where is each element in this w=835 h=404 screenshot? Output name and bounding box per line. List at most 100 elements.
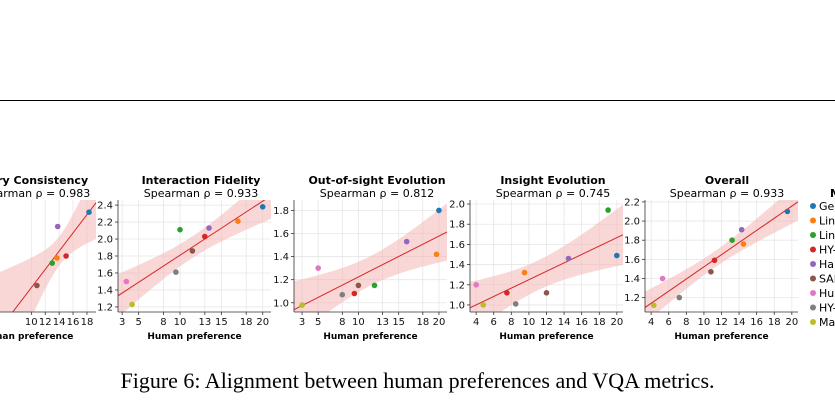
x-tick-label: 10 <box>523 317 536 328</box>
x-tick-label: 10 <box>698 317 711 328</box>
data-point <box>403 238 410 245</box>
data-point <box>436 207 442 214</box>
data-point <box>235 218 241 224</box>
data-point <box>315 265 322 271</box>
x-tick-label: 18 <box>240 317 253 328</box>
data-point <box>480 302 487 308</box>
legend-marker <box>810 232 816 238</box>
data-point <box>49 260 55 266</box>
y-tick-label: 1.0 <box>273 298 289 309</box>
data-point <box>565 255 572 262</box>
legend-marker <box>810 275 816 282</box>
data-point <box>711 257 718 264</box>
legend: MGerLingLingHY-HapSANHunHY-Mat <box>810 187 835 329</box>
x-tick-label: 8 <box>508 317 514 328</box>
regression-line <box>294 231 447 311</box>
top-rule <box>0 100 835 101</box>
x-tick-label: 20 <box>785 317 798 328</box>
x-tick-label: 3 <box>119 317 125 328</box>
x-tick-label: 6 <box>491 317 497 328</box>
chart-panel-4: 4 6 8 10 12 14 16 18 20 1.0 1.2 1.4 1.6 1.8 2.0 Insight… <box>449 174 623 342</box>
y-tick-label: 1.0 <box>449 300 465 311</box>
legend-title: M <box>830 187 835 200</box>
regression-line <box>12 202 96 312</box>
data-point <box>86 209 92 215</box>
chart-title: try Consistency <box>0 174 88 187</box>
data-point <box>614 252 620 259</box>
y-tick-label: 1.4 <box>624 274 640 285</box>
data-point <box>605 207 611 213</box>
x-tick-label: 12 <box>715 317 728 328</box>
chart-title: Out-of-sight Evolution <box>308 174 445 187</box>
data-point <box>189 248 196 254</box>
y-tick-label: 1.8 <box>449 220 465 231</box>
chart-panel-5: 4 6 8 10 12 14 16 18 20 1.2 1.4 1.6 1.8 2.0 2.2 Overall… <box>624 174 798 342</box>
x-tick-label: 18 <box>81 317 94 328</box>
data-point <box>63 253 69 259</box>
data-point <box>740 241 747 247</box>
x-tick-label: 20 <box>256 317 269 328</box>
legend-label: Mat <box>819 316 835 329</box>
y-tick-label: 1.4 <box>449 260 465 271</box>
data-point <box>708 269 714 275</box>
x-tick-label: 16 <box>67 317 80 328</box>
x-tick-label: 8 <box>683 317 689 328</box>
y-tick-label: 1.6 <box>449 240 465 251</box>
x-axis-label: uman preference <box>0 332 73 342</box>
x-tick-label: 4 <box>648 317 654 328</box>
x-tick-label: 16 <box>750 317 763 328</box>
y-tick-label: 1.2 <box>624 293 640 304</box>
data-point <box>206 225 212 231</box>
data-point <box>651 302 657 309</box>
legend-marker <box>810 203 816 209</box>
legend-label: Hap <box>819 258 835 271</box>
legend-label: SAN <box>819 273 835 286</box>
legend-label: Ling <box>819 229 835 242</box>
legend-marker <box>810 304 816 311</box>
y-tick-label: 2.0 <box>97 235 113 246</box>
y-tick-label: 1.8 <box>624 236 640 247</box>
chart-subtitle: earman ρ = 0.983 <box>0 187 90 200</box>
confidence-band <box>470 204 623 312</box>
chart-title: Overall <box>705 174 749 187</box>
chart-subtitle: Spearman ρ = 0.745 <box>496 187 610 200</box>
x-tick-label: 14 <box>53 317 66 328</box>
data-point <box>512 301 519 307</box>
x-axis-label: Human preference <box>499 332 593 342</box>
x-tick-label: 20 <box>433 317 446 328</box>
x-tick-label: 16 <box>575 317 588 328</box>
data-point <box>371 282 378 289</box>
data-point <box>173 269 179 275</box>
data-point <box>177 226 183 233</box>
legend-marker <box>810 246 816 253</box>
y-tick-label: 1.6 <box>97 268 113 279</box>
y-tick-label: 1.4 <box>97 285 113 296</box>
data-point <box>784 208 791 215</box>
y-tick-label: 2.2 <box>97 218 113 229</box>
y-tick-label: 2.0 <box>449 200 465 211</box>
x-tick-label: 10 <box>25 317 38 328</box>
legend-label: Ling <box>819 215 835 228</box>
data-point <box>339 291 346 298</box>
x-tick-label: 14 <box>733 317 746 328</box>
data-point <box>299 302 305 308</box>
x-axis-label: Human preference <box>147 332 241 342</box>
data-point <box>433 251 440 258</box>
data-point <box>259 204 266 210</box>
y-tick-label: 2.0 <box>624 217 640 228</box>
x-tick-label: 12 <box>39 317 52 328</box>
chart-title: Interaction Fidelity <box>142 174 261 187</box>
x-tick-label: 10 <box>174 317 187 328</box>
y-tick-label: 2.2 <box>624 197 640 208</box>
figure-caption: Figure 6: Alignment between human prefer… <box>120 368 715 393</box>
x-tick-label: 13 <box>376 317 389 328</box>
x-axis-label: Human preference <box>323 332 417 342</box>
legend-label: HY- <box>819 244 835 257</box>
x-axis-label: Human preference <box>674 332 768 342</box>
y-tick-label: 1.6 <box>273 229 289 240</box>
x-tick-label: 13 <box>198 317 211 328</box>
confidence-band <box>0 200 96 312</box>
x-tick-label: 18 <box>768 317 781 328</box>
